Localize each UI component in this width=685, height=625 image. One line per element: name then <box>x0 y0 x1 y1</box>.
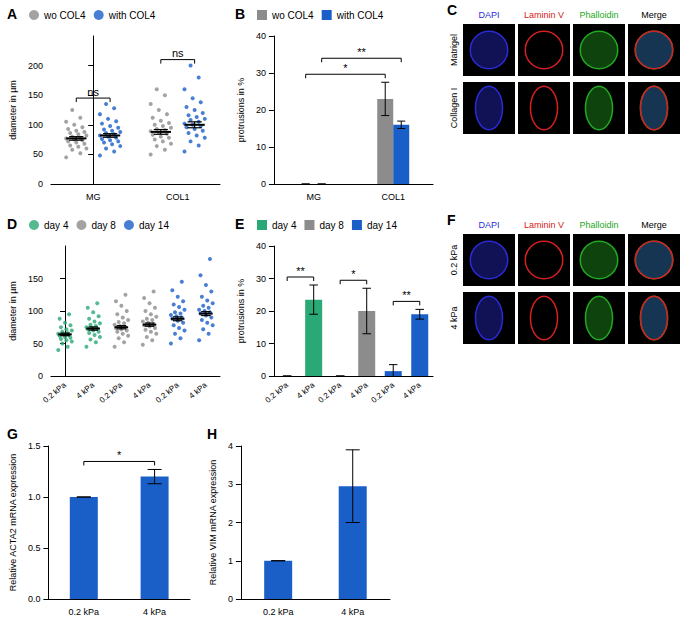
svg-text:protrusions in %: protrusions in % <box>236 78 246 143</box>
svg-text:10: 10 <box>256 142 266 152</box>
svg-text:day 4: day 4 <box>272 220 297 231</box>
svg-text:0.2 kPa: 0.2 kPa <box>69 607 100 617</box>
svg-text:0.2 kPa: 0.2 kPa <box>41 380 68 405</box>
html-text:Matrigel: Matrigel <box>449 34 459 66</box>
svg-text:**: ** <box>402 289 411 301</box>
html-text:Merge: Merge <box>641 10 667 20</box>
svg-text:0: 0 <box>38 179 43 189</box>
svg-text:wo COL4: wo COL4 <box>271 10 314 21</box>
svg-text:30: 30 <box>256 274 266 284</box>
svg-text:4 kPa: 4 kPa <box>401 380 423 400</box>
svg-text:4 kPa: 4 kPa <box>341 607 364 617</box>
svg-text:1.5: 1.5 <box>28 441 41 451</box>
svg-text:0.0: 0.0 <box>28 594 41 604</box>
svg-text:0.2 kPa: 0.2 kPa <box>263 607 294 617</box>
html-text:Merge: Merge <box>641 220 667 230</box>
svg-text:0.2 kPa: 0.2 kPa <box>98 380 125 405</box>
svg-text:day 4: day 4 <box>44 220 69 231</box>
svg-text:200: 200 <box>28 61 43 71</box>
svg-text:*: * <box>343 62 348 74</box>
svg-text:wo COL4: wo COL4 <box>43 10 86 21</box>
svg-text:0.2 kPa: 0.2 kPa <box>263 380 290 405</box>
svg-text:**: ** <box>296 265 305 277</box>
svg-text:0.2 kPa: 0.2 kPa <box>154 380 181 405</box>
svg-text:*: * <box>117 449 122 461</box>
svg-text:0: 0 <box>228 594 233 604</box>
svg-text:0.5: 0.5 <box>28 543 41 553</box>
svg-text:100: 100 <box>28 306 43 316</box>
svg-text:0: 0 <box>38 371 43 381</box>
svg-text:MG: MG <box>86 192 101 202</box>
html-text:F: F <box>447 212 456 228</box>
svg-text:1: 1 <box>228 556 233 566</box>
svg-text:diameter in µm: diameter in µm <box>8 80 18 140</box>
svg-text:150: 150 <box>28 90 43 100</box>
svg-text:protrusions in %: protrusions in % <box>236 279 246 344</box>
svg-text:4 kPa: 4 kPa <box>295 380 317 400</box>
svg-text:2: 2 <box>228 518 233 528</box>
html-text:DAPI: DAPI <box>478 220 500 230</box>
svg-text:20: 20 <box>256 105 266 115</box>
svg-text:0: 0 <box>261 371 266 381</box>
html-text:4 kPa: 4 kPa <box>449 306 459 330</box>
svg-text:4 kPa: 4 kPa <box>348 380 370 400</box>
svg-text:MG: MG <box>306 192 321 202</box>
svg-text:0.2 kPa: 0.2 kPa <box>317 380 344 405</box>
svg-text:COL1: COL1 <box>166 192 190 202</box>
html-text:Collagen I: Collagen I <box>449 87 459 129</box>
svg-text:Relative VIM mRNA expression: Relative VIM mRNA expression <box>208 460 218 586</box>
svg-text:H: H <box>207 426 217 442</box>
svg-text:100: 100 <box>28 120 43 130</box>
svg-text:**: ** <box>357 46 366 58</box>
svg-text:day 14: day 14 <box>367 220 397 231</box>
svg-text:with COL4: with COL4 <box>336 10 384 21</box>
svg-text:1.0: 1.0 <box>28 492 41 502</box>
svg-text:0: 0 <box>261 179 266 189</box>
svg-text:4 kPa: 4 kPa <box>75 380 97 400</box>
svg-text:4 kPa: 4 kPa <box>143 607 166 617</box>
svg-text:40: 40 <box>256 31 266 41</box>
svg-text:30: 30 <box>256 68 266 78</box>
svg-text:E: E <box>235 216 244 232</box>
html-text:C: C <box>447 2 458 18</box>
svg-text:0.2 kPa: 0.2 kPa <box>370 380 397 405</box>
html-text:Laminin V: Laminin V <box>524 10 564 20</box>
svg-text:D: D <box>7 216 17 232</box>
svg-text:COL1: COL1 <box>381 192 405 202</box>
svg-text:50: 50 <box>33 339 43 349</box>
svg-text:day 8: day 8 <box>319 220 344 231</box>
svg-text:B: B <box>235 6 245 22</box>
html-text:0.2 kPa: 0.2 kPa <box>449 244 459 276</box>
svg-text:50: 50 <box>33 149 43 159</box>
svg-text:ns: ns <box>172 47 184 59</box>
svg-text:4 kPa: 4 kPa <box>131 380 153 400</box>
svg-text:A: A <box>7 6 17 22</box>
svg-text:day 8: day 8 <box>91 220 116 231</box>
html-text:Phalloidin: Phalloidin <box>579 10 619 20</box>
svg-text:G: G <box>7 426 18 442</box>
svg-text:20: 20 <box>256 306 266 316</box>
svg-text:40: 40 <box>256 241 266 251</box>
html-text:Phalloidin: Phalloidin <box>579 220 619 230</box>
svg-text:3: 3 <box>228 479 233 489</box>
svg-text:with COL4: with COL4 <box>108 10 156 21</box>
svg-text:150: 150 <box>28 274 43 284</box>
svg-text:diameter in µm: diameter in µm <box>8 281 18 341</box>
svg-text:*: * <box>351 268 356 280</box>
svg-text:ns: ns <box>87 86 99 98</box>
svg-text:4: 4 <box>228 441 233 451</box>
html-text:Laminin V: Laminin V <box>524 220 564 230</box>
svg-text:4 kPa: 4 kPa <box>187 380 209 400</box>
svg-text:10: 10 <box>256 339 266 349</box>
svg-text:day 14: day 14 <box>139 220 169 231</box>
html-text:DAPI: DAPI <box>478 10 500 20</box>
svg-text:Relative ACTA2 mRNA expression: Relative ACTA2 mRNA expression <box>8 454 18 591</box>
